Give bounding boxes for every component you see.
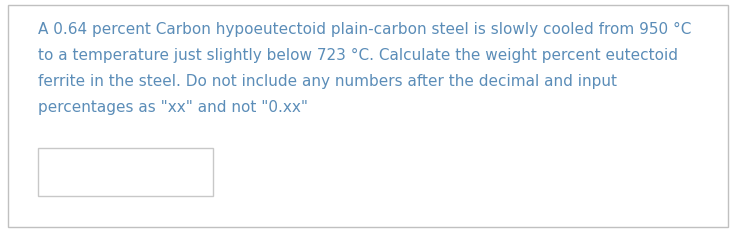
Text: percentages as "xx" and not "0.xx": percentages as "xx" and not "0.xx": [38, 100, 308, 115]
Text: ferrite in the steel. Do not include any numbers after the decimal and input: ferrite in the steel. Do not include any…: [38, 74, 617, 89]
Text: to a temperature just slightly below 723 °C. Calculate the weight percent eutect: to a temperature just slightly below 723…: [38, 48, 678, 63]
Bar: [38, 148, 213, 196]
Text: A 0.64 percent Carbon hypoeutectoid plain-carbon steel is slowly cooled from 950: A 0.64 percent Carbon hypoeutectoid plai…: [38, 22, 691, 37]
